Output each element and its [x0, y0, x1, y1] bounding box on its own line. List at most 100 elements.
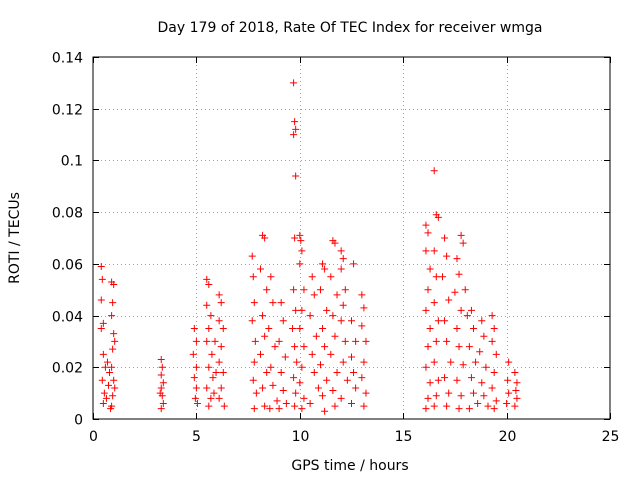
y-tick-label: 0 — [74, 413, 83, 429]
data-point-marker — [290, 131, 298, 139]
chart-title: Day 179 of 2018, Rate Of TEC Index for r… — [158, 20, 543, 36]
data-point-marker — [459, 361, 467, 369]
data-point-marker — [432, 392, 440, 400]
data-point-marker — [190, 325, 198, 332]
y-tick-label: 0.14 — [52, 51, 83, 67]
data-point-marker — [488, 312, 496, 320]
data-point-marker — [463, 312, 471, 320]
data-point-marker — [312, 332, 320, 340]
data-point-marker — [266, 405, 274, 413]
data-point-marker — [331, 402, 339, 410]
data-point-marker — [293, 358, 301, 366]
data-point-marker — [108, 363, 116, 371]
data-point-marker — [192, 337, 200, 345]
data-point-marker — [257, 350, 265, 358]
data-point-marker — [321, 407, 329, 415]
data-point-marker — [430, 167, 438, 175]
data-point-marker — [156, 389, 164, 397]
data-point-marker — [438, 273, 446, 281]
data-point-marker — [269, 299, 277, 307]
data-point-marker — [215, 317, 223, 325]
data-point-marker — [263, 286, 271, 294]
data-point-marker — [298, 405, 306, 413]
data-point-marker — [290, 374, 298, 382]
data-point-marker — [461, 286, 469, 294]
data-point-marker — [292, 389, 300, 397]
data-point-marker — [337, 317, 345, 325]
data-point-marker — [430, 247, 438, 255]
data-point-marker — [451, 288, 459, 296]
data-point-marker — [215, 358, 223, 366]
data-point-marker — [512, 387, 520, 395]
data-point-marker — [250, 405, 258, 413]
data-point-marker — [455, 270, 463, 278]
data-point-marker — [333, 291, 341, 299]
data-point-marker — [249, 376, 257, 384]
data-point-marker — [360, 358, 368, 366]
data-point-marker — [310, 291, 318, 299]
data-point-marker — [290, 286, 298, 294]
data-point-marker — [362, 389, 370, 397]
data-point-marker — [277, 299, 285, 307]
data-point-marker — [511, 368, 519, 376]
data-point-marker — [193, 399, 201, 407]
data-point-marker — [348, 317, 355, 325]
data-point-marker — [261, 402, 269, 410]
data-point-marker — [110, 330, 118, 338]
data-point-marker — [252, 389, 260, 397]
data-point-marker — [467, 374, 475, 382]
data-point-marker — [298, 363, 306, 371]
data-point-marker — [109, 345, 117, 353]
data-point-marker — [490, 405, 498, 413]
data-point-marker — [488, 337, 496, 345]
data-point-marker — [102, 394, 110, 402]
data-point-marker — [430, 402, 438, 410]
x-tick-label: 15 — [395, 429, 413, 445]
data-point-marker — [360, 304, 368, 312]
data-point-marker — [110, 281, 118, 289]
data-point-marker — [297, 237, 305, 245]
y-tick-label: 0.02 — [52, 361, 83, 377]
data-point-marker — [192, 363, 200, 371]
data-point-marker — [192, 384, 200, 392]
data-point-marker — [426, 379, 434, 387]
y-tick-label: 0.08 — [52, 206, 83, 222]
data-point-marker — [265, 325, 273, 332]
data-point-marker — [348, 353, 355, 361]
data-point-marker — [457, 306, 465, 314]
data-point-marker — [99, 319, 107, 327]
data-point-marker — [337, 247, 345, 255]
data-point-marker — [352, 384, 360, 392]
data-point-marker — [267, 363, 275, 371]
data-point-marker — [484, 402, 492, 410]
data-point-marker — [337, 394, 345, 402]
data-point-marker — [424, 286, 432, 294]
data-point-marker — [97, 262, 105, 270]
data-point-marker — [282, 399, 290, 407]
data-point-marker — [103, 358, 111, 366]
data-point-marker — [296, 231, 304, 239]
data-point-marker — [331, 239, 339, 247]
data-point-marker — [269, 381, 277, 389]
data-point-marker — [424, 343, 432, 351]
data-point-marker — [296, 325, 304, 332]
data-point-marker — [455, 405, 463, 413]
data-point-marker — [208, 350, 216, 358]
data-point-marker — [263, 368, 271, 376]
data-point-marker — [249, 273, 257, 281]
data-point-marker — [319, 392, 327, 400]
data-point-marker — [457, 231, 465, 239]
axis-ticks — [93, 57, 611, 420]
data-point-marker — [362, 337, 370, 345]
data-point-marker — [513, 394, 521, 402]
data-point-marker — [337, 265, 345, 273]
data-point-marker — [426, 265, 434, 273]
data-point-marker — [275, 405, 283, 413]
data-point-marker — [453, 376, 461, 384]
data-point-marker — [310, 368, 318, 376]
data-point-marker — [424, 229, 432, 237]
data-point-marker — [290, 79, 298, 87]
data-point-marker — [430, 299, 438, 307]
data-point-marker — [333, 368, 341, 376]
